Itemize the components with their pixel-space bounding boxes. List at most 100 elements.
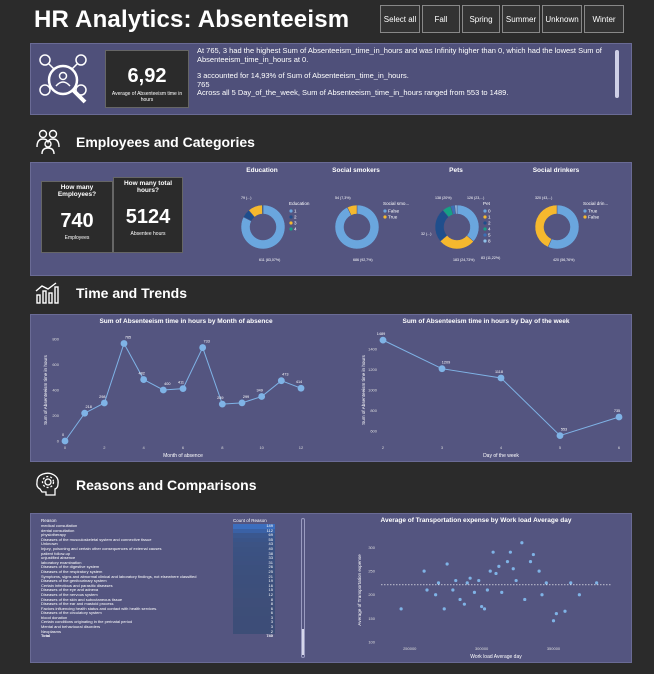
employees-panel: How many Employees? 740 Employees How ma… bbox=[30, 162, 632, 276]
scatter-point bbox=[454, 578, 458, 583]
filter-button-fall[interactable]: Fall bbox=[422, 5, 460, 33]
y-tick-label: 200 bbox=[52, 413, 59, 418]
data-point bbox=[238, 399, 246, 407]
table-row[interactable]: patient follow-up 38 bbox=[41, 551, 303, 557]
filter-button-select-all[interactable]: Select all bbox=[380, 5, 420, 33]
header-count[interactable]: Count of Reason bbox=[233, 518, 267, 523]
table-row[interactable]: Certain infectious and parasitic disease… bbox=[41, 583, 303, 589]
reason-cell: Diseases of the skin and subcutaneous ti… bbox=[41, 597, 123, 602]
data-label: 553 bbox=[561, 428, 567, 432]
scatter-point bbox=[505, 560, 510, 564]
reason-cell: blood donation bbox=[41, 615, 68, 620]
table-row[interactable]: Diseases of the ear and mastoid process 8 bbox=[41, 602, 303, 607]
donut-slice bbox=[346, 204, 358, 216]
scatter-point bbox=[458, 597, 462, 602]
x-tick-label: 250000 bbox=[403, 646, 417, 651]
table-row[interactable]: Neoplasms 2 bbox=[41, 629, 303, 635]
scatter-point bbox=[468, 576, 472, 580]
legend-item: 5 bbox=[488, 233, 491, 238]
table-row[interactable]: unjustified absence 33 bbox=[41, 556, 303, 561]
table-row[interactable]: Diseases of the circulatory system 6 bbox=[41, 611, 303, 616]
legend-item: 0 bbox=[488, 209, 491, 214]
reason-cell: Certain conditions originating in the pe… bbox=[41, 620, 133, 625]
donut-pets: Pets 183 (24,73%) 138 (20%) 126 (23,...) 32 … bbox=[421, 163, 521, 275]
data-point bbox=[277, 377, 285, 385]
employees-card-title: How many Employees? bbox=[57, 184, 97, 198]
summary-panel: 6,92 Average of Absenteeism time in hour… bbox=[30, 43, 632, 115]
x-tick-label: 2 bbox=[382, 445, 385, 450]
table-row[interactable]: Diseases of the skin and subcutaneous ti… bbox=[41, 597, 303, 603]
table-row[interactable]: Factors influencing health status and co… bbox=[41, 606, 303, 612]
data-point bbox=[159, 386, 167, 394]
data-point bbox=[140, 376, 148, 383]
scatter-point bbox=[485, 588, 489, 592]
filter-button-winter[interactable]: Winter bbox=[584, 5, 624, 33]
hours-card: How many total hours? 5124 Absentee hour… bbox=[113, 177, 183, 253]
legend-marker bbox=[583, 209, 587, 213]
data-point bbox=[556, 432, 564, 439]
table-row[interactable]: physiotherapy 69 bbox=[41, 533, 303, 538]
scatter-point bbox=[422, 569, 426, 573]
header-reason[interactable]: Reason bbox=[41, 518, 57, 523]
x-tick-label: 8 bbox=[221, 445, 224, 450]
narrative-line-4: Across all 5 Day_of_the_week, Sum of Abs… bbox=[197, 88, 509, 98]
scatter-point bbox=[477, 578, 481, 583]
table-row[interactable]: Unknown 43 bbox=[41, 542, 303, 547]
filter-button-unknown[interactable]: Unknown bbox=[542, 5, 582, 33]
legend-marker bbox=[483, 209, 487, 213]
narrative-scrollbar[interactable] bbox=[615, 50, 619, 98]
table-row[interactable]: Diseases of the digestive system 26 bbox=[41, 565, 303, 570]
table-row[interactable]: medical consultation 149 bbox=[41, 524, 303, 529]
table-scrollbar-track[interactable] bbox=[301, 518, 305, 658]
table-row[interactable]: Symptoms, signs and abnormal clinical an… bbox=[41, 574, 303, 580]
table-row[interactable]: laboratory examination 31 bbox=[41, 560, 303, 566]
data-point bbox=[379, 336, 387, 344]
data-point bbox=[120, 340, 128, 347]
table-row[interactable]: Diseases of the eye and adnexa 15 bbox=[41, 588, 303, 593]
legend-marker bbox=[289, 215, 293, 219]
table-scrollbar-thumb[interactable] bbox=[302, 629, 304, 655]
reason-cell: laboratory examination bbox=[41, 560, 82, 565]
y-tick-label: 150 bbox=[368, 616, 375, 621]
legend-title: Pet bbox=[483, 201, 491, 206]
data-label: 765 bbox=[125, 335, 131, 339]
data-label: 349 bbox=[256, 389, 262, 393]
reason-cell: Unknown bbox=[41, 542, 58, 547]
table-row[interactable]: Diseases of the respiratory system 25 bbox=[41, 569, 303, 575]
data-label: 1118 bbox=[495, 370, 503, 374]
donut-slice bbox=[547, 204, 580, 250]
analytics-icon bbox=[37, 52, 89, 104]
table-row[interactable]: Certain conditions originating in the pe… bbox=[41, 620, 303, 626]
scatter-point bbox=[482, 607, 487, 611]
donut-data-label: 320 (43,...) bbox=[535, 196, 552, 200]
table-row[interactable]: Diseases of the genitourinary system 19 bbox=[41, 579, 303, 584]
donut-data-label: 54 (7,3%) bbox=[335, 196, 351, 200]
reason-cell: unjustified absence bbox=[41, 556, 76, 561]
table-row[interactable]: Diseases of the nervous system 12 bbox=[41, 592, 303, 598]
x-tick-label: 5 bbox=[559, 445, 562, 450]
scatter-point bbox=[494, 571, 498, 576]
legend-marker bbox=[289, 221, 293, 225]
table-row[interactable]: Injury, poisoning and certain other cons… bbox=[41, 546, 303, 552]
count-cell: 40 bbox=[233, 546, 275, 552]
filter-button-spring[interactable]: Spring bbox=[462, 5, 500, 33]
table-row[interactable]: Mental and behavioural disorders 3 bbox=[41, 625, 303, 630]
legend-marker bbox=[583, 215, 587, 219]
table-row[interactable]: Diseases of the musculoskeletal system a… bbox=[41, 537, 303, 543]
table-row[interactable]: dental consultation 112 bbox=[41, 528, 303, 534]
legend-item: False bbox=[588, 215, 600, 220]
weekday-line-chart: 600 800 1000 1200 1400 2 3 4 5 6 Day of the week Su… bbox=[361, 332, 623, 459]
hours-total-label: Absentee hours bbox=[130, 231, 166, 237]
donut-title: Social drinkers bbox=[532, 167, 580, 174]
filter-button-summer[interactable]: Summer bbox=[502, 5, 540, 33]
data-point bbox=[218, 400, 226, 408]
legend-marker bbox=[383, 209, 387, 213]
data-label: 298 bbox=[99, 395, 105, 399]
narrative-line-3: 765 bbox=[197, 79, 210, 89]
trend-icon bbox=[34, 281, 60, 305]
table-row[interactable]: blood donation 3 bbox=[41, 615, 303, 621]
reason-cell: Diseases of the eye and adnexa bbox=[41, 588, 99, 593]
count-cell: 55 bbox=[233, 537, 275, 543]
y-axis-label: Sum of Absenteeism time in hours bbox=[43, 354, 48, 424]
count-cell: 112 bbox=[233, 528, 275, 534]
